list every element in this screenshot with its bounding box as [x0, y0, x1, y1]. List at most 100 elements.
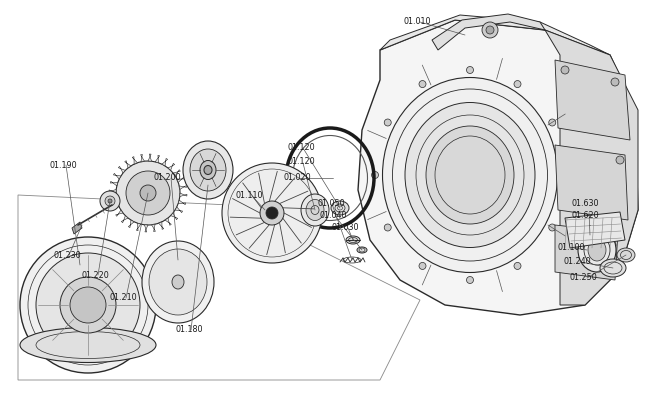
- Polygon shape: [148, 154, 152, 161]
- Ellipse shape: [578, 228, 616, 272]
- Circle shape: [105, 196, 115, 206]
- Ellipse shape: [617, 248, 635, 262]
- Polygon shape: [178, 200, 186, 205]
- Polygon shape: [145, 225, 148, 232]
- Circle shape: [562, 172, 568, 178]
- Polygon shape: [159, 222, 164, 229]
- Polygon shape: [116, 210, 123, 216]
- Circle shape: [467, 66, 473, 74]
- Polygon shape: [162, 158, 168, 166]
- Ellipse shape: [172, 275, 184, 289]
- Ellipse shape: [190, 149, 226, 191]
- Ellipse shape: [183, 141, 233, 199]
- Polygon shape: [175, 207, 182, 213]
- Circle shape: [419, 262, 426, 270]
- Ellipse shape: [149, 249, 207, 315]
- Text: 01.180: 01.180: [175, 326, 202, 334]
- Polygon shape: [177, 177, 184, 182]
- Text: 01.010: 01.010: [403, 18, 430, 26]
- Polygon shape: [152, 224, 156, 232]
- Polygon shape: [555, 225, 618, 280]
- Polygon shape: [125, 161, 131, 168]
- Text: 01.220: 01.220: [82, 270, 110, 280]
- Circle shape: [20, 237, 156, 373]
- Circle shape: [514, 262, 521, 270]
- Circle shape: [70, 287, 106, 323]
- Circle shape: [611, 78, 619, 86]
- Polygon shape: [121, 216, 128, 223]
- Text: 01.120: 01.120: [287, 156, 314, 166]
- Circle shape: [140, 185, 156, 201]
- Circle shape: [384, 224, 391, 231]
- Polygon shape: [180, 193, 187, 196]
- Circle shape: [561, 66, 569, 74]
- Text: 01.200: 01.200: [153, 174, 180, 182]
- Circle shape: [467, 276, 473, 284]
- Polygon shape: [110, 181, 118, 186]
- Text: 01.620: 01.620: [571, 210, 599, 220]
- Ellipse shape: [200, 160, 216, 180]
- Circle shape: [514, 80, 521, 88]
- Polygon shape: [380, 15, 610, 55]
- Polygon shape: [132, 157, 137, 164]
- Polygon shape: [128, 220, 134, 228]
- Text: 01.040: 01.040: [320, 212, 348, 220]
- Circle shape: [36, 253, 140, 357]
- Circle shape: [608, 241, 616, 249]
- Polygon shape: [358, 20, 638, 315]
- Circle shape: [616, 156, 624, 164]
- Polygon shape: [545, 30, 638, 305]
- Text: 01.100: 01.100: [558, 244, 585, 252]
- Ellipse shape: [331, 201, 349, 215]
- Ellipse shape: [20, 328, 156, 362]
- Polygon shape: [111, 204, 119, 209]
- Text: 01.210: 01.210: [110, 294, 137, 302]
- Circle shape: [419, 80, 426, 88]
- Circle shape: [482, 22, 498, 38]
- Ellipse shape: [426, 126, 514, 224]
- Polygon shape: [179, 186, 187, 190]
- Circle shape: [260, 201, 284, 225]
- Polygon shape: [155, 155, 159, 163]
- Polygon shape: [555, 60, 630, 140]
- Text: 01.250: 01.250: [570, 274, 598, 282]
- Polygon shape: [555, 145, 628, 220]
- Polygon shape: [565, 212, 625, 248]
- Polygon shape: [432, 14, 545, 50]
- Circle shape: [266, 207, 278, 219]
- Polygon shape: [109, 196, 117, 200]
- Circle shape: [549, 224, 556, 231]
- Ellipse shape: [204, 166, 212, 174]
- Ellipse shape: [306, 200, 324, 220]
- Ellipse shape: [588, 239, 606, 261]
- Circle shape: [100, 191, 120, 211]
- Circle shape: [108, 199, 112, 203]
- Ellipse shape: [383, 78, 557, 272]
- Ellipse shape: [142, 241, 214, 323]
- Circle shape: [384, 119, 391, 126]
- Ellipse shape: [405, 102, 535, 248]
- Text: 01.190: 01.190: [50, 160, 77, 170]
- Text: 01.120: 01.120: [287, 142, 314, 152]
- Ellipse shape: [600, 259, 626, 277]
- Polygon shape: [173, 170, 180, 176]
- Circle shape: [486, 26, 494, 34]
- Polygon shape: [118, 166, 126, 173]
- Ellipse shape: [346, 236, 360, 244]
- Polygon shape: [109, 190, 116, 193]
- Circle shape: [222, 163, 322, 263]
- Ellipse shape: [357, 247, 367, 253]
- Text: 01.630: 01.630: [571, 198, 598, 208]
- Circle shape: [126, 171, 170, 215]
- Circle shape: [60, 277, 116, 333]
- Polygon shape: [171, 213, 178, 220]
- Text: 01.230: 01.230: [53, 250, 81, 260]
- Text: 01.030: 01.030: [332, 224, 359, 232]
- Text: 01.020: 01.020: [283, 174, 311, 182]
- Text: 01.110: 01.110: [236, 190, 264, 200]
- Text: 01.050: 01.050: [318, 200, 346, 208]
- Circle shape: [549, 119, 556, 126]
- Circle shape: [372, 172, 378, 178]
- Polygon shape: [72, 222, 82, 234]
- Ellipse shape: [301, 194, 329, 226]
